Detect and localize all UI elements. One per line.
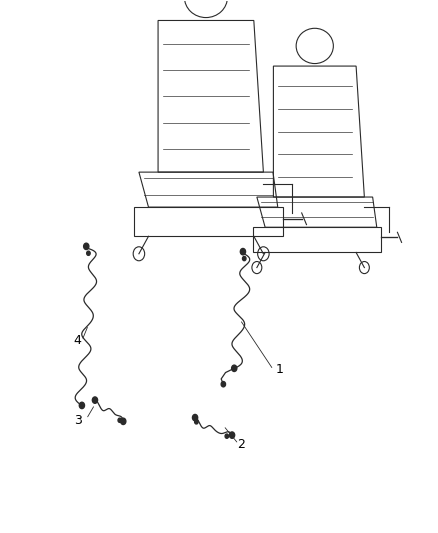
Circle shape: [240, 248, 246, 255]
Circle shape: [87, 251, 90, 255]
Circle shape: [232, 365, 237, 372]
Circle shape: [243, 256, 246, 261]
Text: 2: 2: [237, 438, 245, 450]
Text: 3: 3: [74, 414, 81, 427]
Circle shape: [79, 402, 85, 409]
Circle shape: [194, 419, 198, 424]
Circle shape: [118, 418, 121, 422]
Circle shape: [120, 418, 126, 424]
Circle shape: [84, 243, 89, 249]
Text: 4: 4: [74, 334, 81, 347]
Circle shape: [230, 432, 235, 438]
Circle shape: [221, 382, 226, 387]
Circle shape: [92, 397, 98, 403]
Text: 1: 1: [276, 364, 284, 376]
Circle shape: [192, 415, 198, 421]
Circle shape: [225, 434, 229, 438]
